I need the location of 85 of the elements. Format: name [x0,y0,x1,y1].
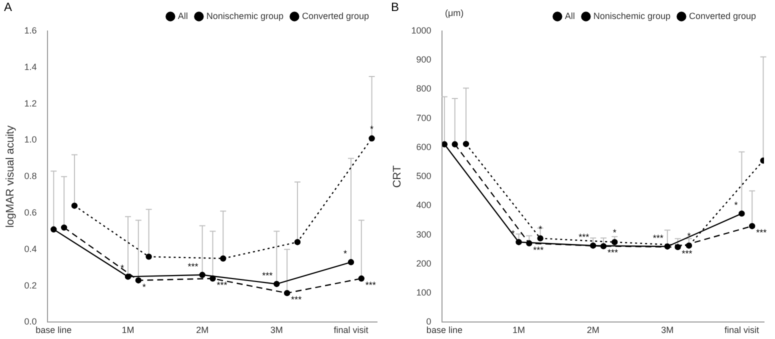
y-tick-label: 1000 [411,25,432,36]
point [749,223,756,230]
x-tick-label: base line [36,325,72,336]
text: (μm) [445,8,464,18]
point [664,243,670,250]
chart-title: A [4,0,12,14]
y-tick-label: 1.6 [24,25,37,36]
data-label: *** [188,261,199,272]
data-label: * [612,228,617,238]
legend-label: Converted group [688,10,756,21]
data-label: * [687,231,692,242]
x-tick-label: 1M [122,325,134,336]
point [537,235,544,242]
legend-label: All [564,10,575,21]
data-label: *** [652,232,664,243]
x-tick-label: final visit [334,325,369,336]
data-label: * [538,224,543,234]
point [462,140,470,148]
data-label: * [142,282,146,292]
point [50,226,57,232]
y-tick-label: 1.0 [24,134,37,145]
point [674,244,681,250]
y-tick-label: 1.2 [24,98,37,108]
point [452,141,458,148]
point [368,135,375,142]
y-tick-label: 500 [416,171,432,182]
y-tick-label: 700 [416,112,432,123]
y-tick-label: 800 [416,84,432,94]
point [738,210,745,217]
data-label: * [370,124,374,134]
legend-label: Nonischemic group [206,10,284,21]
data-label: * [120,263,124,274]
point [60,224,68,231]
x-tick-label: final visit [724,325,760,336]
x-tick-label: 3M [661,325,674,336]
y-tick-label: 900 [416,54,432,65]
data-label: *** [756,228,768,238]
x-tick-label: 3M [270,325,283,336]
data-label: *** [216,280,228,290]
point [442,141,448,148]
point [590,242,596,249]
data-label: *** [578,232,590,242]
y-tick-label: 0.0 [24,316,37,327]
y-axis-title: CRT [392,165,404,188]
y-tick-label: 0.6 [24,207,37,218]
x-tick-label: 1M [512,325,526,336]
y-tick-label: 0.4 [24,244,37,254]
y-tick-label: 1.4 [24,62,37,72]
y-tick-label: 400 [416,200,432,210]
y-tick-label: 0.8 [24,171,37,182]
point [71,202,78,209]
point [274,280,280,288]
point [294,239,301,246]
point [516,239,522,246]
x-tick-label: 2M [586,325,600,336]
y-tick-label: 300 [416,229,432,240]
data-label: * [343,248,348,259]
y-tick-label: 100 [416,288,432,298]
y-axis-title: logMAR visual acuity [4,125,17,228]
point [220,255,226,262]
point [199,272,206,278]
point [612,239,618,246]
x-tick-label: 2M [196,325,209,336]
legend-label: All [178,10,188,21]
x-tick-label: base line [426,325,462,336]
data-label: *** [533,244,544,255]
point [124,274,132,280]
chart-title: B [391,0,400,14]
data-label: *** [607,248,618,258]
point [135,277,142,284]
y-tick-label: 0.2 [24,280,37,290]
legend-label: Converted group [302,10,370,21]
y-tick-label: 200 [416,258,432,268]
data-label: *** [262,270,274,280]
data-label: *** [291,294,302,305]
data-label: *** [682,248,693,259]
point [348,259,354,266]
legend-label: Nonischemic group [593,10,670,21]
point [358,275,364,282]
data-label: *** [365,280,376,290]
point [284,290,290,296]
y-tick-label: 600 [416,142,432,152]
data-label: * [734,200,738,210]
y-tick-label: 0 [426,316,432,327]
point [146,254,152,260]
